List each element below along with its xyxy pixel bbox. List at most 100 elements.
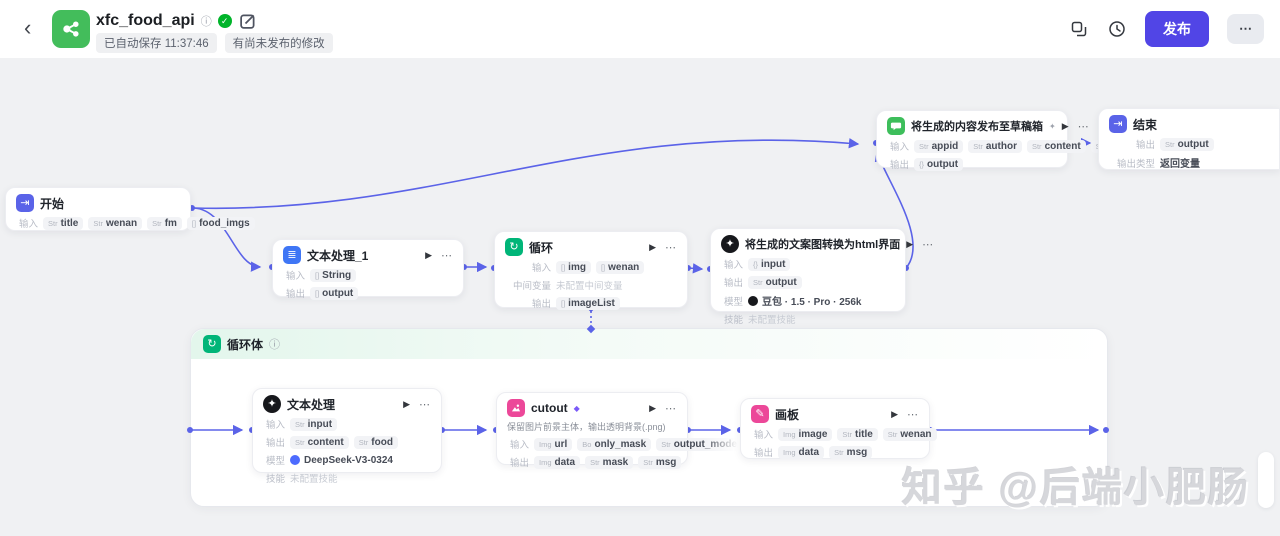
node-text-process[interactable]: ✦ 文本处理 ▶ ⋯ 输入 Str input 输出 Str content Str…	[252, 388, 442, 485]
var-tag: [] wenan	[595, 260, 645, 274]
var-tag: Str input	[290, 417, 338, 431]
chat-bubble-icon	[890, 122, 902, 131]
plugin-badge-icon: ✦	[1049, 121, 1056, 131]
edge-loop-to-html	[687, 263, 704, 274]
publish-button[interactable]: 发布	[1145, 11, 1209, 47]
node-loop[interactable]: ↻ 循环 ▶ ⋯ 输入 [] img [] wenan 中间变量 未配置中间变量 输…	[494, 231, 688, 310]
not-configured-text: 未配置技能	[290, 474, 338, 485]
workflow-title: xfc_food_api	[96, 12, 195, 29]
node-title: 结束	[1133, 117, 1158, 132]
row-label: 技能	[265, 474, 285, 485]
workflow-app-icon	[52, 10, 90, 48]
loop-body-icon: ↻	[203, 335, 221, 353]
var-tag: Str mask	[585, 455, 634, 469]
row-label: 输出	[285, 289, 305, 300]
run-node-button[interactable]: ▶	[649, 402, 656, 413]
text-process-icon: ≣	[283, 246, 301, 264]
molecule-icon	[63, 21, 79, 37]
autosave-status: 已自动保存 11:37:46	[96, 33, 217, 53]
run-node-button[interactable]: ▶	[906, 238, 914, 249]
var-tag: [] img	[556, 260, 591, 274]
node-title: 文本处理_1	[307, 248, 369, 263]
var-tag: Img url	[534, 437, 573, 451]
var-tag: Str msg	[638, 455, 682, 469]
run-node-button[interactable]: ▶	[891, 408, 898, 419]
row-label: 输入	[889, 142, 909, 153]
row-label: 输入	[285, 271, 305, 282]
node-start[interactable]: ⇥ 开始 输入 Str title Str wenan Str fm [] food_i…	[5, 187, 255, 231]
topbar-more-button[interactable]: ⋯	[1227, 14, 1264, 44]
image-icon	[511, 404, 521, 412]
row-label: 输出	[889, 160, 909, 171]
node-publish-draft[interactable]: 将生成的内容发布至草稿箱 ✦ ▶ ⋯ 输入 Str appid Str author…	[876, 110, 1149, 171]
var-tag: [] String	[310, 268, 357, 282]
var-tag: Str content	[290, 435, 349, 449]
model-value: DeepSeek-V3-0324	[290, 455, 393, 466]
node-title: 画板	[775, 407, 800, 422]
duplicate-icon[interactable]	[1069, 19, 1089, 39]
board-icon: ✎	[751, 405, 769, 423]
cutout-image-icon	[507, 399, 525, 417]
loop-body-header: ↻ 循环体 ⓘ	[191, 329, 1107, 359]
output-type-value: 返回变量	[1160, 159, 1200, 170]
node-more-button[interactable]: ⋯	[907, 408, 919, 421]
var-tag: Str content	[1026, 139, 1086, 153]
row-label: 输入	[265, 420, 285, 431]
canvas-toolbar-strip	[1258, 452, 1274, 508]
row-label: 模型	[723, 296, 743, 308]
node-more-button[interactable]: ⋯	[1077, 120, 1090, 133]
var-tag: Str wenan	[882, 427, 937, 441]
row-label: 输出	[1135, 140, 1155, 151]
row-label: 输出	[531, 299, 551, 310]
var-tag: Str title	[43, 216, 84, 230]
node-description: 保留图片前景主体，输出透明背景(.png)	[507, 422, 666, 432]
llm-icon: ✦	[263, 395, 281, 413]
var-tag: Str output	[1160, 137, 1214, 151]
unpublished-changes-badge: 有尚未发布的修改	[224, 33, 333, 53]
node-canvas-board[interactable]: ✎ 画板 ▶ ⋯ 输入 Img image Str title Str wenan 输…	[740, 398, 937, 459]
node-end[interactable]: ⇥ 结束 输出 Str output 输出类型 返回变量	[1098, 108, 1280, 170]
row-label: 输入	[509, 440, 529, 451]
run-node-button[interactable]: ▶	[1061, 120, 1069, 131]
var-tag: Str wenan	[88, 216, 143, 230]
run-node-button[interactable]: ▶	[425, 249, 432, 260]
run-node-button[interactable]: ▶	[649, 241, 656, 252]
var-tag: [] imageList	[556, 296, 620, 310]
not-configured-text: 未配置技能	[748, 315, 796, 326]
node-cutout[interactable]: cutout ◆ ▶ ⋯ 保留图片前景主体，输出透明背景(.png) 输入 Im…	[496, 392, 757, 469]
var-tag: [] output	[310, 286, 359, 300]
history-icon[interactable]	[1107, 19, 1127, 39]
node-more-button[interactable]: ⋯	[419, 398, 431, 411]
var-tag: Str msg	[829, 445, 873, 459]
node-more-button[interactable]: ⋯	[665, 402, 677, 415]
row-label: 输出	[723, 278, 743, 289]
run-node-button[interactable]: ▶	[403, 398, 410, 409]
edit-title-icon[interactable]	[238, 11, 258, 31]
llm-icon: ✦	[721, 235, 739, 253]
var-tag: Bo only_mask	[577, 437, 652, 451]
title-info-icon[interactable]: ⓘ	[200, 16, 212, 28]
node-title: 文本处理	[287, 397, 336, 412]
var-tag: Str food	[353, 435, 398, 449]
loop-body-title: 循环体	[227, 337, 264, 352]
node-html-convert[interactable]: ✦ 将生成的文案图转换为html界面 ▶ ⋯ 输入 {} input 输出 Str…	[710, 228, 933, 326]
node-title: cutout	[531, 401, 568, 415]
row-label: 输入	[723, 260, 743, 271]
start-icon: ⇥	[16, 194, 34, 212]
var-tag: Str output_mode	[656, 437, 743, 451]
back-button[interactable]: ‹	[24, 15, 32, 40]
not-configured-text: 未配置中间变量	[556, 281, 623, 292]
var-tag: {} input	[748, 257, 791, 271]
var-tag: Img image	[778, 427, 833, 441]
node-title: 将生成的内容发布至草稿箱	[911, 121, 1043, 133]
row-label: 输出	[753, 448, 773, 459]
node-more-button[interactable]: ⋯	[922, 238, 935, 251]
node-more-button[interactable]: ⋯	[441, 249, 453, 262]
node-more-button[interactable]: ⋯	[665, 241, 677, 254]
deepseek-logo-icon	[290, 455, 300, 465]
node-text-process-1[interactable]: ≣ 文本处理_1 ▶ ⋯ 输入 [] String 输出 [] output	[272, 239, 464, 300]
var-tag: [] food_imgs	[186, 216, 255, 230]
loop-body-info-icon[interactable]: ⓘ	[269, 339, 281, 351]
var-tag: Img data	[778, 445, 825, 459]
top-bar: ‹ xfc_food_api ⓘ ✓ 已自动保存 11:37:46 有尚未发布的…	[0, 0, 1280, 58]
